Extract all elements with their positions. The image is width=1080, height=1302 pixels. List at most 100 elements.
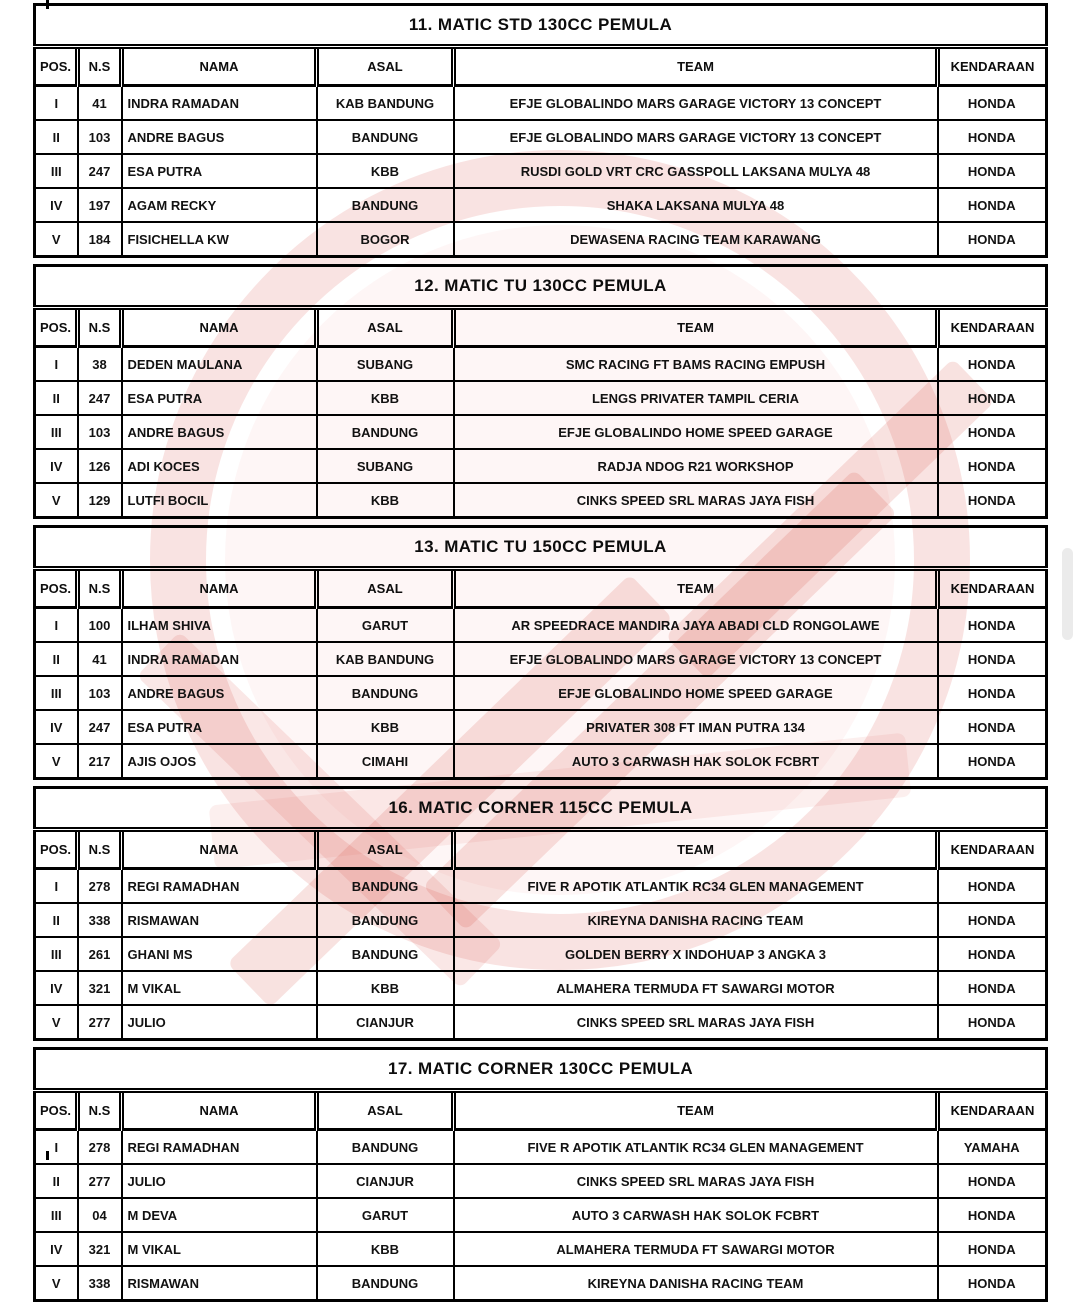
cell-pos: III (33, 1197, 79, 1233)
results-table-matic-tu-130cc: 12. MATIC TU 130CC PEMULA POS. N.S NAMA ASA… (33, 264, 1049, 519)
cell-pos: IV (33, 709, 79, 745)
cell-asal: SUBANG (315, 448, 455, 484)
cell-ns: 261 (76, 936, 123, 972)
cell-team: FIVE R APOTIK ATLANTIK RC34 GLEN MANAGEM… (452, 867, 939, 904)
cell-ns: 277 (76, 1163, 123, 1199)
cell-asal: BANDUNG (315, 675, 455, 711)
cell-nama: M VIKAL (120, 1231, 318, 1267)
cell-kendaraan: HONDA (936, 380, 1048, 416)
table-row: IV 321 M VIKAL KBB ALMAHERA TERMUDA FT SAWAR… (33, 1231, 1048, 1267)
cell-team: CINKS SPEED SRL MARAS JAYA FISH (452, 1004, 939, 1041)
cell-pos: I (33, 345, 79, 382)
cell-asal: CIANJUR (315, 1004, 455, 1041)
cell-nama: GHANI MS (120, 936, 318, 972)
cell-pos: V (33, 482, 79, 519)
results-table-matic-corner-130cc: 17. MATIC CORNER 130CC PEMULA POS. N.S NAM… (33, 1047, 1049, 1302)
column-header-kendaraan: KENDARAAN (934, 305, 1049, 348)
cell-pos: II (33, 1163, 79, 1199)
cell-kendaraan: YAMAHA (936, 1128, 1048, 1165)
table-row: III 247 ESA PUTRA KBB RUSDI GOLD VRT CRC GAS… (33, 153, 1048, 189)
column-header-nama: NAMA (119, 305, 319, 348)
cell-nama: RISMAWAN (120, 902, 318, 938)
cell-pos: IV (33, 187, 79, 223)
cell-pos: II (33, 641, 79, 677)
cell-team: AR SPEEDRACE MANDIRA JAYA ABADI CLD RONG… (452, 606, 939, 643)
cell-nama: LUTFI BOCIL (120, 482, 318, 519)
table-header-row: POS. N.S NAMA ASAL TEAM KENDARAAN (33, 1088, 1049, 1131)
table-row: V 184 FISICHELLA KW BOGOR DEWASENA RACING TE… (33, 221, 1048, 258)
table-row: III 04 M DEVA GARUT AUTO 3 CARWASH HAK SOLOK… (33, 1197, 1048, 1233)
column-header-ns: N.S (75, 566, 124, 609)
results-table-matic-tu-150cc: 13. MATIC TU 150CC PEMULA POS. N.S NAMA ASA… (33, 525, 1049, 780)
cell-kendaraan: HONDA (936, 1197, 1048, 1233)
cell-kendaraan: HONDA (936, 448, 1048, 484)
cell-nama: ANDRE BAGUS (120, 119, 318, 155)
cell-team: DEWASENA RACING TEAM KARAWANG (452, 221, 939, 258)
cell-asal: KAB BANDUNG (315, 84, 455, 121)
cell-asal: GARUT (315, 1197, 455, 1233)
column-header-asal: ASAL (314, 1088, 456, 1131)
cell-asal: CIMAHI (315, 743, 455, 780)
table-row: V 129 LUTFI BOCIL KBB CINKS SPEED SRL MARAS … (33, 482, 1048, 519)
table-title-row: 11. MATIC STD 130CC PEMULA (33, 3, 1048, 49)
cell-team: AUTO 3 CARWASH HAK SOLOK FCBRT (452, 743, 939, 780)
column-header-asal: ASAL (314, 827, 456, 870)
table-row: I 41 INDRA RAMADAN KAB BANDUNG EFJE GLOBALIN… (33, 84, 1048, 121)
cell-asal: BANDUNG (315, 1265, 455, 1302)
table-header-row: POS. N.S NAMA ASAL TEAM KENDARAAN (33, 44, 1049, 87)
cell-ns: 277 (76, 1004, 123, 1041)
cell-kendaraan: HONDA (936, 153, 1048, 189)
table-title-row: 13. MATIC TU 150CC PEMULA (33, 525, 1048, 571)
cell-asal: BANDUNG (315, 867, 455, 904)
cell-asal: CIANJUR (315, 1163, 455, 1199)
cell-kendaraan: HONDA (936, 867, 1048, 904)
column-header-ns: N.S (75, 827, 124, 870)
column-header-nama: NAMA (119, 44, 319, 87)
table-row: III 103 ANDRE BAGUS BANDUNG EFJE GLOBALINDO … (33, 414, 1048, 450)
scrollbar-thumb[interactable] (1062, 548, 1073, 640)
cell-team: EFJE GLOBALINDO HOME SPEED GARAGE (452, 414, 939, 450)
column-header-pos: POS. (33, 305, 80, 348)
cell-team: KIREYNA DANISHA RACING TEAM (452, 902, 939, 938)
cell-asal: BANDUNG (315, 414, 455, 450)
table-row: II 41 INDRA RAMADAN KAB BANDUNG EFJE GLOBALI… (33, 641, 1048, 677)
cell-nama: RISMAWAN (120, 1265, 318, 1302)
column-header-ns: N.S (75, 44, 124, 87)
cell-asal: BOGOR (315, 221, 455, 258)
cell-pos: III (33, 153, 79, 189)
cell-pos: I (33, 1128, 79, 1165)
column-header-pos: POS. (33, 1088, 80, 1131)
table-header-row: POS. N.S NAMA ASAL TEAM KENDARAAN (33, 566, 1049, 609)
cell-pos: V (33, 221, 79, 258)
table-row: V 217 AJIS OJOS CIMAHI AUTO 3 CARWASH HAK SO… (33, 743, 1048, 780)
column-header-nama: NAMA (119, 827, 319, 870)
column-header-nama: NAMA (119, 566, 319, 609)
cell-team: EFJE GLOBALINDO MARS GARAGE VICTORY 13 C… (452, 119, 939, 155)
cell-nama: ANDRE BAGUS (120, 414, 318, 450)
cell-ns: 338 (76, 902, 123, 938)
column-header-kendaraan: KENDARAAN (934, 827, 1049, 870)
column-header-ns: N.S (75, 305, 124, 348)
cell-ns: 41 (76, 84, 123, 121)
table-title: 17. MATIC CORNER 130CC PEMULA (33, 1047, 1048, 1093)
cell-asal: GARUT (315, 606, 455, 643)
table-row: II 103 ANDRE BAGUS BANDUNG EFJE GLOBALINDO M… (33, 119, 1048, 155)
table-row: II 338 RISMAWAN BANDUNG KIREYNA DANISHA RACI… (33, 902, 1048, 938)
cell-kendaraan: HONDA (936, 675, 1048, 711)
cell-team: RUSDI GOLD VRT CRC GASSPOLL LAKSANA MULY… (452, 153, 939, 189)
cell-pos: I (33, 84, 79, 121)
cell-nama: M VIKAL (120, 970, 318, 1006)
table-title-row: 12. MATIC TU 130CC PEMULA (33, 264, 1048, 310)
table-title-row: 17. MATIC CORNER 130CC PEMULA (33, 1047, 1048, 1093)
cell-nama: ADI KOCES (120, 448, 318, 484)
column-header-team: TEAM (451, 305, 940, 348)
cell-ns: 04 (76, 1197, 123, 1233)
cell-kendaraan: HONDA (936, 743, 1048, 780)
cell-ns: 321 (76, 970, 123, 1006)
cell-nama: M DEVA (120, 1197, 318, 1233)
cell-kendaraan: HONDA (936, 606, 1048, 643)
cell-nama: ANDRE BAGUS (120, 675, 318, 711)
cell-ns: 103 (76, 414, 123, 450)
cell-team: ALMAHERA TERMUDA FT SAWARGI MOTOR (452, 970, 939, 1006)
cell-nama: JULIO (120, 1163, 318, 1199)
